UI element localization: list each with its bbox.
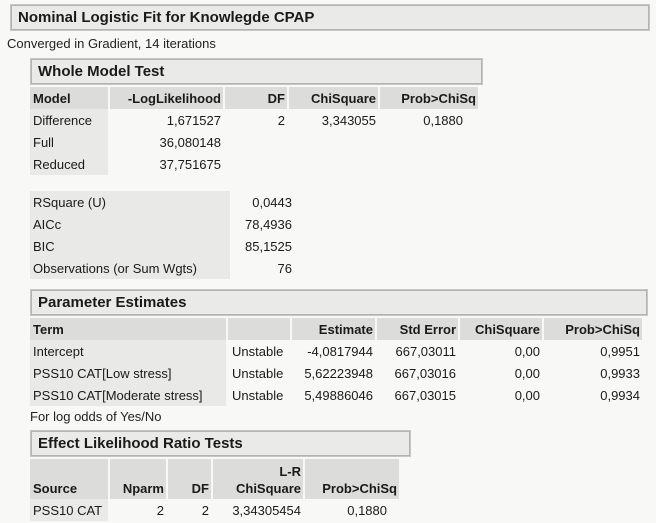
effect-tests-header-row: Source Nparm DF L-R ChiSquare Prob>ChiSq [30,459,399,499]
cell-df [225,153,287,175]
col-lr-label: L-R [279,464,301,479]
cell-prob: 0,9933 [600,365,640,381]
col-negloglik: -LogLikelihood [110,87,223,109]
table-row-full: Full 36,080148 [30,131,478,153]
log-odds-footnote: For log odds of Yes/No [30,409,162,424]
parameter-estimates-table: Term Estimate Std Error ChiSquare Prob>C… [28,318,644,406]
cell-prob [380,153,478,175]
cell-stability: Unstable [232,343,284,359]
stat-value: 78,4936 [245,216,292,232]
col-df-label: DF [191,481,209,496]
cell-nparm: 2 [156,502,164,518]
col-term: Term [30,318,226,340]
cell-lr-chisquare: 3,34305454 [232,502,301,518]
col-df: DF [225,87,287,109]
table-row-observations: Observations (or Sum Wgts) 76 [30,257,294,279]
table-row-difference: Difference 1,671527 2 3,343055 0,1880 [30,109,478,131]
report-title-bar[interactable]: Nominal Logistic Fit for Knowlegde CPAP [10,4,650,31]
row-label: Full [30,131,108,153]
col-nparm-label: Nparm [122,481,164,496]
stat-label: Observations (or Sum Wgts) [30,257,230,279]
fit-statistics-table: RSquare (U) 0,0443 AICc 78,4936 BIC 85,1… [28,191,296,279]
parameter-estimates-header-row: Term Estimate Std Error ChiSquare Prob>C… [30,318,642,340]
col-lr-chisquare-label: ChiSquare [235,481,301,496]
cell-chisquare: 0,00 [514,365,540,381]
cell-chisquare: 3,343055 [321,112,376,128]
report-title: Nominal Logistic Fit for Knowlegde CPAP [18,9,315,26]
whole-model-test-table: Model -LogLikelihood DF ChiSquare Prob>C… [28,87,480,175]
cell-prob: 0,9951 [600,343,640,359]
cell-std-error: 667,03011 [395,343,457,359]
row-label: PSS10 CAT [30,499,108,521]
table-row-reduced: Reduced 37,751675 [30,153,478,175]
cell-std-error: 667,03016 [394,365,456,381]
cell-negloglik: 37,751675 [159,156,221,172]
col-stability [228,318,290,340]
col-nparm: Nparm [110,459,166,499]
table-row-moderate-stress: PSS10 CAT[Moderate stress] Unstable 5,49… [30,384,642,406]
col-prob-label: Prob>ChiSq [322,481,397,496]
parameter-estimates-header[interactable]: Parameter Estimates [30,289,648,316]
effect-tests-table: Source Nparm DF L-R ChiSquare Prob>ChiSq… [28,459,401,521]
stat-label: RSquare (U) [30,191,230,213]
row-label: Reduced [30,153,108,175]
stat-label: BIC [30,235,230,257]
effect-tests-header[interactable]: Effect Likelihood Ratio Tests [30,430,411,457]
row-label: Intercept [30,340,226,362]
cell-df: 2 [201,502,209,518]
cell-chisquare: 0,00 [514,387,540,403]
table-row-pss10-cat: PSS10 CAT 2 2 3,34305454 0,1880 [30,499,399,521]
cell-negloglik: 36,080148 [159,134,221,150]
whole-model-test-header[interactable]: Whole Model Test [30,58,483,85]
cell-estimate: 5,49886046 [304,387,373,403]
stat-value: 76 [277,260,292,276]
convergence-note: Converged in Gradient, 14 iterations [7,36,216,51]
table-row-intercept: Intercept Unstable -4,0817944 667,03011 … [30,340,642,362]
cell-chisquare [289,131,378,153]
row-label: Difference [30,109,108,131]
col-source: Source [30,459,108,499]
col-prob-chisq: Prob>ChiSq [380,87,478,109]
table-row-rsquare: RSquare (U) 0,0443 [30,191,294,213]
row-label: PSS10 CAT[Low stress] [30,362,226,384]
col-std-error: Std Error [377,318,458,340]
col-chisquare: ChiSquare [460,318,542,340]
cell-std-error: 667,03015 [394,387,456,403]
col-prob-chisq: Prob>ChiSq [305,459,399,499]
cell-prob: 0,1880 [423,112,463,128]
col-prob-chisq: Prob>ChiSq [544,318,642,340]
parameter-estimates-title: Parameter Estimates [38,294,187,311]
col-estimate: Estimate [292,318,375,340]
col-df: DF [168,459,211,499]
cell-df: 2 [277,112,285,128]
whole-model-test-title: Whole Model Test [38,63,165,80]
cell-df [225,131,287,153]
cell-negloglik: 1,671527 [166,112,221,128]
cell-estimate: -4,0817944 [307,343,373,359]
cell-stability: Unstable [232,387,284,403]
table-row-bic: BIC 85,1525 [30,235,294,257]
col-model: Model [30,87,108,109]
cell-prob [380,131,478,153]
whole-model-test-header-row: Model -LogLikelihood DF ChiSquare Prob>C… [30,87,478,109]
stat-label: AICc [30,213,230,235]
cell-chisquare [289,153,378,175]
col-lr-chisquare: L-R ChiSquare [213,459,303,499]
cell-prob: 0,1880 [347,502,387,518]
row-label: PSS10 CAT[Moderate stress] [30,384,226,406]
effect-tests-title: Effect Likelihood Ratio Tests [38,435,243,452]
table-row-low-stress: PSS10 CAT[Low stress] Unstable 5,6222394… [30,362,642,384]
cell-estimate: 5,62223948 [304,365,373,381]
col-chisquare: ChiSquare [289,87,378,109]
cell-chisquare: 0,00 [514,343,540,359]
col-source-label: Source [33,481,78,496]
stat-value: 85,1525 [245,238,292,254]
stat-value: 0,0443 [252,194,292,210]
cell-prob: 0,9934 [600,387,640,403]
table-row-aicc: AICc 78,4936 [30,213,294,235]
cell-stability: Unstable [232,365,284,381]
